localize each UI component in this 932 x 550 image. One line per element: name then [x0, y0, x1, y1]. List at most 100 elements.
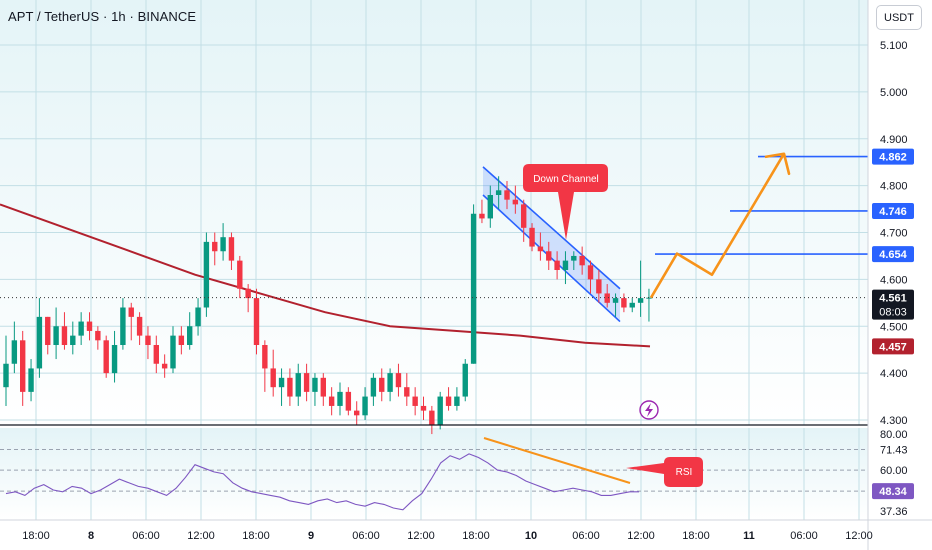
callout-down-channel-label: Down Channel: [533, 174, 599, 185]
candle-body: [562, 260, 569, 270]
candle-body: [120, 307, 126, 345]
time-axis-background: [0, 520, 932, 550]
candle: [337, 382, 343, 416]
candle: [495, 176, 502, 210]
candle-body: [145, 335, 151, 345]
candle: [537, 232, 544, 261]
candle-body: [546, 251, 552, 261]
candle: [437, 391, 443, 430]
candle: [120, 298, 126, 350]
candle: [161, 354, 168, 378]
candle-body: [512, 199, 519, 205]
currency-button[interactable]: USDT: [876, 5, 922, 30]
candle-body: [587, 265, 594, 280]
candle-body: [203, 241, 210, 308]
candle: [445, 387, 452, 411]
lightning-icon[interactable]: [639, 400, 659, 420]
candle: [579, 246, 585, 275]
rsi-level-label: 71.43: [880, 444, 908, 456]
candle: [354, 401, 360, 425]
rsi-pane: RSI: [0, 424, 932, 511]
projection-line[interactable]: [649, 153, 786, 299]
current-price-label[interactable]: 4.561 08:03: [872, 289, 914, 320]
time-tick-label: 9: [308, 530, 314, 542]
candle-body: [604, 293, 610, 303]
candle-body: [420, 405, 427, 411]
candle-body: [379, 377, 385, 392]
price-tick-label: 4.500: [880, 321, 908, 333]
candle-body: [212, 241, 218, 252]
level-price-label-box: [872, 148, 914, 165]
candle-body: [11, 340, 18, 364]
candle-body: [28, 368, 34, 392]
down-channel[interactable]: [482, 166, 621, 323]
candle-body: [303, 373, 310, 392]
time-tick-label: 18:00: [242, 530, 270, 542]
candle-body: [395, 373, 402, 388]
ma-price-label-box: [872, 338, 914, 355]
candle-body: [571, 255, 577, 261]
rsi-value-label[interactable]: 48.34: [872, 483, 914, 500]
price-tick-label: 4.300: [880, 415, 908, 427]
candle-body: [554, 260, 560, 270]
candle: [312, 373, 318, 406]
annotations[interactable]: Down Channel: [523, 164, 659, 420]
candle: [562, 251, 569, 285]
candle: [78, 312, 84, 345]
moving-average: [0, 203, 651, 348]
candle: [220, 223, 226, 261]
candle: [487, 185, 493, 228]
candle-body: [529, 227, 535, 247]
projection-path[interactable]: [649, 152, 791, 299]
rsi-line: [5, 453, 640, 511]
candle-body: [70, 335, 76, 345]
candle-body: [412, 396, 418, 406]
channel-upper-line[interactable]: [482, 166, 621, 290]
candle: [53, 307, 59, 360]
time-tick-label: 11: [743, 530, 755, 542]
candle-body: [95, 330, 101, 341]
candles: [3, 176, 652, 435]
down-channel-callout[interactable]: Down Channel: [523, 164, 608, 240]
candle-body: [287, 377, 293, 397]
price-tick-label: 5.000: [880, 87, 908, 99]
candle-body: [245, 288, 251, 299]
candle: [637, 260, 644, 317]
candle: [20, 330, 26, 406]
candle-body: [20, 340, 26, 392]
candle-body: [362, 396, 368, 416]
candle-body: [262, 345, 268, 369]
ma-price-label[interactable]: 4.457: [872, 338, 914, 355]
candle: [512, 185, 519, 214]
level-price-label[interactable]: 4.862: [872, 148, 914, 165]
rsi-callout[interactable]: RSI: [626, 457, 703, 487]
candle-body: [295, 373, 301, 397]
candle: [3, 335, 9, 406]
level-price-label-text: 4.862: [879, 152, 907, 164]
level-price-label-box: [872, 246, 914, 263]
time-tick-label: 06:00: [790, 530, 818, 542]
candle-body: [445, 396, 452, 406]
candle: [136, 312, 143, 345]
level-price-label[interactable]: 4.746: [872, 202, 914, 219]
rsi-divergence-line[interactable]: [483, 437, 631, 484]
symbol-title[interactable]: APT / TetherUS · 1h · BINANCE: [8, 9, 197, 24]
rsi-tick-label: 80.00: [880, 429, 908, 441]
candle: [320, 373, 326, 406]
level-price-label[interactable]: 4.654: [872, 246, 914, 263]
horizontal-levels[interactable]: [0, 155, 868, 299]
candle-body: [187, 326, 193, 345]
candle-body: [228, 237, 235, 261]
candle: [212, 232, 218, 266]
candle: [270, 349, 276, 397]
candle: [429, 405, 435, 435]
candle: [103, 335, 109, 378]
candle: [571, 251, 577, 270]
candle-body: [328, 396, 335, 406]
candle: [395, 363, 402, 397]
candle-body: [354, 410, 360, 416]
channel-lower-line[interactable]: [482, 194, 621, 323]
current-price-box: [872, 289, 914, 320]
